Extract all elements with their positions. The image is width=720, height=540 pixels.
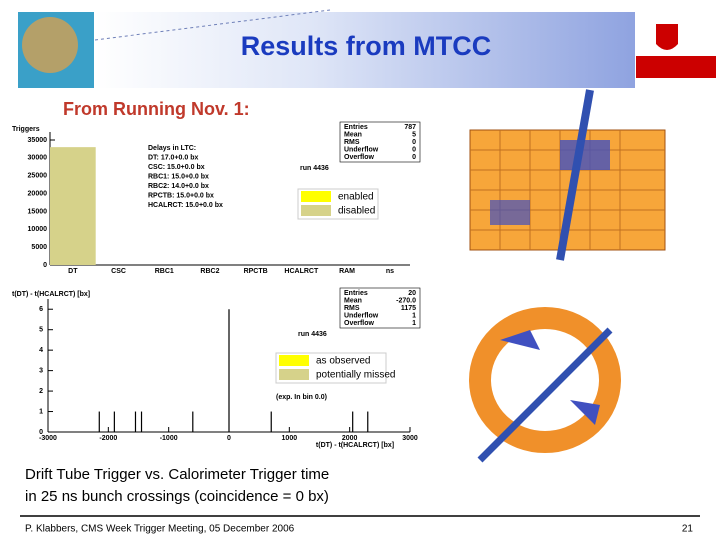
barrel-ring <box>469 307 621 453</box>
stats-value: 20 <box>408 290 416 297</box>
stats-value: 787 <box>404 124 416 131</box>
x-tick-label: RAM <box>339 268 355 275</box>
caption-line: in 25 ns bunch crossings (coincidence = … <box>25 488 329 505</box>
legend-label: disabled <box>338 206 375 217</box>
run-label: run 4436 <box>298 331 327 338</box>
stats-label: Entries <box>344 124 368 131</box>
stats-label: Mean <box>344 131 362 138</box>
x-tick-label: 0 <box>227 435 231 442</box>
stats-label: Underflow <box>344 312 379 319</box>
x-tick-label: CSC <box>111 268 126 275</box>
delay-note: CSC: 15.0+0.0 bx <box>148 164 205 171</box>
stats-value: 5 <box>412 131 416 138</box>
title: Results from MTCC <box>241 31 492 61</box>
bar <box>50 147 96 265</box>
track <box>556 89 594 261</box>
delay-note: HCALRCT: 15.0+0.0 bx <box>148 202 223 209</box>
stats-label: Mean <box>344 297 362 304</box>
subtitle: From Running Nov. 1: <box>63 99 250 119</box>
track <box>477 327 613 463</box>
x-tick-label: RBC2 <box>200 268 219 275</box>
stats-label: RMS <box>344 139 360 146</box>
uw-logo <box>636 56 716 78</box>
x-tick-label: DT <box>68 268 78 275</box>
delay-note: RPCTB: 15.0+0.0 bx <box>148 192 214 199</box>
y-tick-label: 35000 <box>28 137 48 144</box>
y-tick-label: 15000 <box>28 208 48 215</box>
delay-note: Delays in LTC: <box>148 145 196 152</box>
legend-swatch <box>279 369 309 380</box>
y-tick-label: 20000 <box>28 190 48 197</box>
x-tick-label: -3000 <box>39 435 57 442</box>
x-tick-label: 1000 <box>282 435 298 442</box>
hit-region <box>500 330 600 425</box>
bin-note: (exp. In bin 0.0) <box>276 394 327 401</box>
x-tick-label: -1000 <box>160 435 178 442</box>
uw-crest <box>656 24 678 50</box>
stats-value: 0 <box>412 139 416 146</box>
cms-logo-ring <box>22 17 78 73</box>
page-number: 21 <box>682 524 694 535</box>
legend-label: enabled <box>338 192 374 203</box>
y-tick-label: 6 <box>39 306 43 313</box>
x-tick-label: HCALRCT <box>284 268 319 275</box>
y-tick-label: 5000 <box>31 244 47 251</box>
delay-note: DT: 17.0+0.0 bx <box>148 154 198 161</box>
y-tick-label: 25000 <box>28 173 48 180</box>
legend-swatch <box>301 205 331 216</box>
stats-value: 0 <box>412 146 416 153</box>
legend-swatch <box>279 355 309 366</box>
stats-label: Entries <box>344 290 368 297</box>
delay-note: RBC1: 15.0+0.0 bx <box>148 173 209 180</box>
stats-value: 0 <box>412 154 416 161</box>
legend-label: potentially missed <box>316 370 395 381</box>
x-tick-label: -2000 <box>99 435 117 442</box>
stats-label: Overflow <box>344 154 375 161</box>
caption-line: Drift Tube Trigger vs. Calorimeter Trigg… <box>25 466 329 483</box>
delay-note: RBC2: 14.0+0.0 bx <box>148 183 209 190</box>
y-axis-label: Triggers <box>12 126 40 133</box>
x-tick-label: 3000 <box>402 435 418 442</box>
y-tick-label: 1 <box>39 408 43 415</box>
hit-region <box>560 140 610 170</box>
stats-box <box>339 287 421 329</box>
stats-value: 1 <box>412 312 416 319</box>
legend-label: as observed <box>316 356 370 367</box>
stats-label: Overflow <box>344 320 375 327</box>
y-tick-label: 0 <box>39 429 43 436</box>
x-tick-label: RPCTB <box>244 268 268 275</box>
charts: Triggers05000100001500020000250003000035… <box>12 121 421 449</box>
y-tick-label: 3 <box>39 367 43 374</box>
x-axis-label: ns <box>386 268 394 275</box>
stats-value: 1 <box>412 320 416 327</box>
hit-region <box>490 200 530 225</box>
y-tick-label: 30000 <box>28 155 48 162</box>
footer-text: P. Klabbers, CMS Week Trigger Meeting, 0… <box>25 524 295 535</box>
run-label: run 4436 <box>300 165 329 172</box>
stats-label: Underflow <box>344 146 379 153</box>
y-tick-label: 2 <box>39 388 43 395</box>
stats-label: RMS <box>344 305 360 312</box>
x-axis-label: t(DT) - t(HCALRCT) [bx] <box>316 442 394 449</box>
y-tick-label: 0 <box>43 262 47 269</box>
y-tick-label: 4 <box>39 347 43 354</box>
header-band <box>95 12 635 88</box>
y-axis-label: t(DT) - t(HCALRCT) [bx] <box>12 291 90 298</box>
y-tick-label: 10000 <box>28 226 48 233</box>
stats-value: -270.0 <box>396 297 416 304</box>
stats-box <box>339 121 421 163</box>
x-tick-label: RBC1 <box>155 268 174 275</box>
y-tick-label: 5 <box>39 327 43 334</box>
legend-swatch <box>301 191 331 202</box>
stats-value: 1175 <box>401 305 416 312</box>
x-tick-label: 2000 <box>342 435 358 442</box>
